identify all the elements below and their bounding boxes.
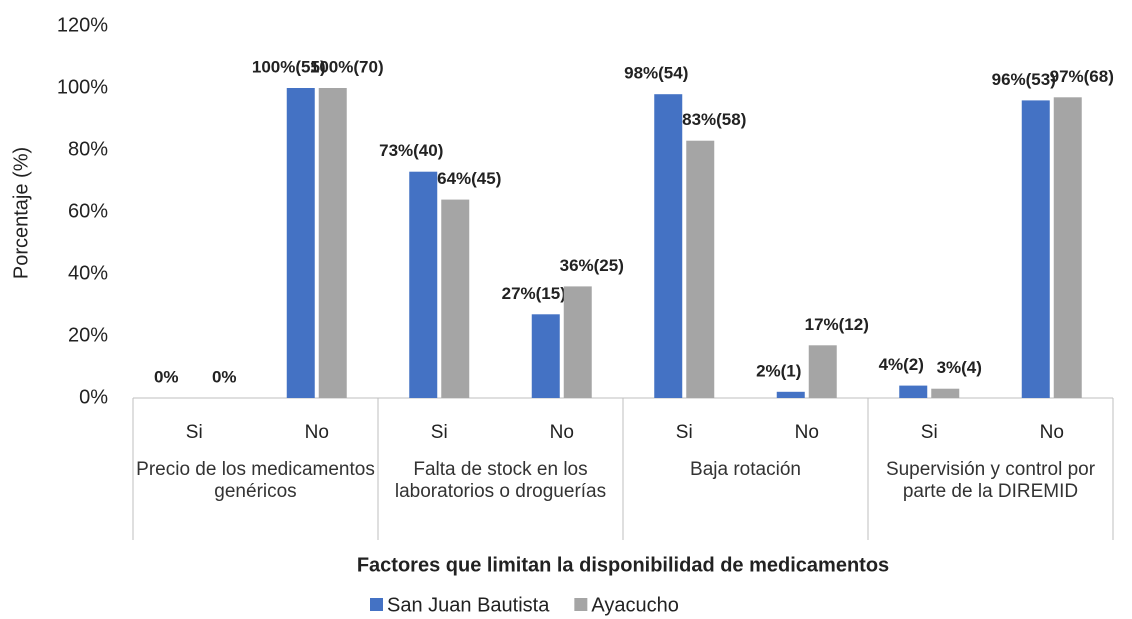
data-label: 73%(40) <box>379 141 443 160</box>
y-axis-label: Porcentaje (%) <box>10 147 32 279</box>
data-label: 36%(25) <box>560 256 624 275</box>
y-tick-label: 80% <box>68 138 108 160</box>
bar <box>686 140 715 398</box>
legend-label: Ayacucho <box>591 594 678 616</box>
x-tick-label: No <box>1040 422 1064 443</box>
bar <box>808 345 837 398</box>
y-tick-label: 20% <box>68 324 108 346</box>
x-tick-label: No <box>305 422 329 443</box>
y-tick-label: 60% <box>68 200 108 222</box>
group-label: Supervisión y control por parte de la DI… <box>885 459 1096 502</box>
data-label: 98%(54) <box>624 64 688 83</box>
data-label: 2%(1) <box>756 361 801 380</box>
bar <box>1021 100 1050 399</box>
x-tick-label: No <box>795 422 819 443</box>
bar <box>441 199 470 398</box>
data-label: 96%(53) <box>992 70 1056 89</box>
bar <box>1053 97 1082 399</box>
x-tick-label: Si <box>186 422 203 443</box>
data-label: 3%(4) <box>937 358 982 377</box>
group-label: Precio de los medicamentos genéricos <box>136 459 375 502</box>
group-label: Falta de stock en los laboratorios o dro… <box>394 459 607 502</box>
bar <box>563 286 592 398</box>
data-label: 83%(58) <box>682 110 746 129</box>
bar <box>776 391 805 398</box>
x-axis-label: Factores que limitan la disponibilidad d… <box>357 554 889 576</box>
bar <box>654 94 683 398</box>
data-label: 0% <box>212 367 237 386</box>
data-label: 4%(2) <box>879 355 924 374</box>
x-tick-label: Si <box>431 422 448 443</box>
group-label: Baja rotación <box>690 459 801 480</box>
y-tick-label: 40% <box>68 262 108 284</box>
bar <box>899 385 928 398</box>
bar <box>318 88 347 398</box>
data-label: 97%(68) <box>1050 67 1114 86</box>
bar <box>531 314 560 398</box>
legend-swatch <box>370 598 383 611</box>
data-label: 0% <box>154 367 179 386</box>
data-label: 100%(70) <box>310 57 384 76</box>
y-tick-label: 120% <box>57 14 108 36</box>
bar <box>286 88 315 398</box>
x-tick-label: No <box>550 422 574 443</box>
legend-label: San Juan Bautista <box>387 594 550 616</box>
data-label: 27%(15) <box>502 284 566 303</box>
y-tick-label: 0% <box>79 386 108 408</box>
x-tick-label: Si <box>676 422 693 443</box>
x-tick-label: Si <box>921 422 938 443</box>
bar <box>931 388 960 398</box>
data-label: 17%(12) <box>805 315 869 334</box>
bar <box>409 171 438 398</box>
y-tick-label: 100% <box>57 76 108 98</box>
legend-swatch <box>574 598 588 611</box>
data-label: 100%(55) <box>252 57 326 76</box>
data-label: 64%(45) <box>437 169 501 188</box>
